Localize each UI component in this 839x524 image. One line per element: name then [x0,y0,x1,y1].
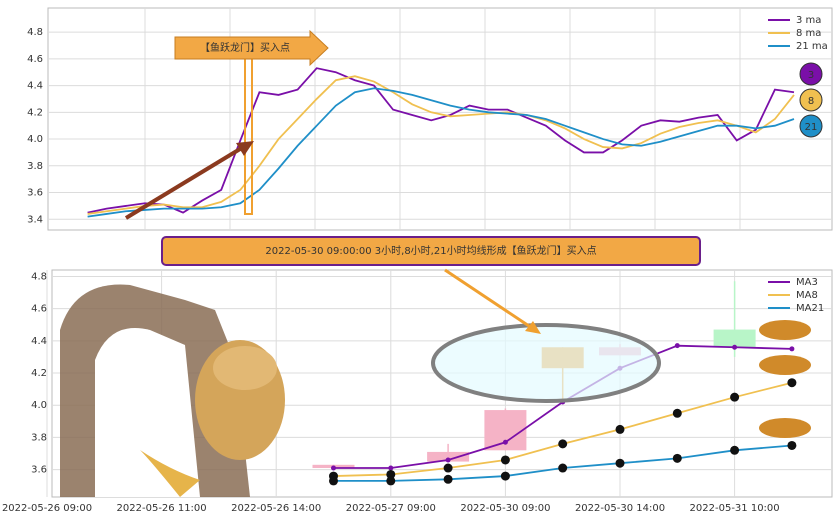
top-annotation: 【鱼跃龙门】买入点 [200,41,290,54]
trend-arrow-head [236,141,254,156]
legend-label: MA3 [796,277,818,288]
y-tick-label: 4.8 [27,27,43,38]
series-badge [799,62,823,86]
y-tick-label: 4.4 [27,81,43,92]
ma-point [789,346,795,352]
y-tick-label: 3.6 [27,188,43,199]
y-tick-label: 4.6 [27,54,43,65]
carp-image [759,418,811,438]
series-badge-label: 21 [805,122,818,133]
candle-body [713,329,756,348]
legend-label: MA21 [796,303,824,314]
ma-point [502,439,508,445]
ma-point [732,344,738,350]
ma-point [386,476,396,486]
x-tick-label: 2022-05-30 09:00 [460,503,550,514]
bottom-annotation-box [161,236,701,266]
carp-image [759,320,811,340]
ma-point [615,458,625,468]
ma-line [87,75,795,215]
ma-point [331,465,336,471]
ma-point [730,392,740,402]
x-tick-label: 2022-05-30 14:00 [575,503,665,514]
ma-point [787,378,797,388]
ma-point [443,463,453,473]
dog-tail [140,450,200,497]
ma-point [674,343,680,349]
ma-point [558,439,568,449]
series-badge [799,88,823,112]
legend-label: 8 ma [796,28,821,39]
y-tick-label: 3.8 [31,432,47,443]
ma-point [445,457,451,463]
y-tick-label: 4.8 [31,271,47,282]
y-tick-label: 3.6 [31,465,47,476]
ma-point [386,469,396,479]
x-tick-label: 2022-05-26 09:00 [2,503,92,514]
ma-point [443,474,453,484]
y-tick-label: 3.4 [27,214,43,225]
ma-point [615,424,625,434]
legend-label: 21 ma [796,41,828,52]
top-annotation-box [174,29,329,67]
highlight-ellipse [431,323,661,403]
pointer-arrow-head [525,321,541,334]
pointer-arrow [444,268,536,332]
top-plot-frame [47,7,833,231]
ma-point [787,440,797,450]
y-tick-label: 3.8 [27,161,43,172]
ma-point [329,476,338,486]
ma-point [388,465,394,471]
bottom-annotation: 2022-05-30 09:00:00 3小时,8小时,21小时均线形成【鱼跃龙… [265,244,596,257]
ma-point [730,445,740,455]
trend-arrow [124,144,247,220]
carp-image [759,355,811,375]
x-tick-label: 2022-05-31 10:00 [690,503,780,514]
y-tick-label: 4.2 [27,107,43,118]
y-tick-label: 4.2 [31,368,47,379]
y-tick-label: 4.6 [31,304,47,315]
x-tick-label: 2022-05-26 11:00 [117,503,207,514]
ma-point [558,463,568,473]
ma-point [500,471,510,481]
x-tick-label: 2022-05-27 09:00 [346,503,436,514]
y-tick-label: 4.4 [31,336,47,347]
decorations [60,29,811,497]
series-badge-label: 3 [808,70,814,81]
ma-point [500,455,510,465]
ma-point [672,408,682,418]
series-badge [799,114,823,138]
series-badge-label: 8 [808,96,814,107]
y-tick-label: 4.0 [31,400,47,411]
ma-line [87,67,795,214]
legend-label: 3 ma [796,15,821,26]
dog-head [213,346,277,390]
candle-body [427,451,470,462]
arch-opening [95,328,200,497]
ma-line [87,87,795,218]
legend-label: MA8 [796,290,818,301]
x-tick-label: 2022-05-26 14:00 [231,503,321,514]
y-tick-label: 4.0 [27,134,43,145]
ma-point [672,453,682,463]
labels: 【鱼跃龙门】买入点 2022-05-30 09:00:00 3小时,8小时,21小… [200,41,597,257]
